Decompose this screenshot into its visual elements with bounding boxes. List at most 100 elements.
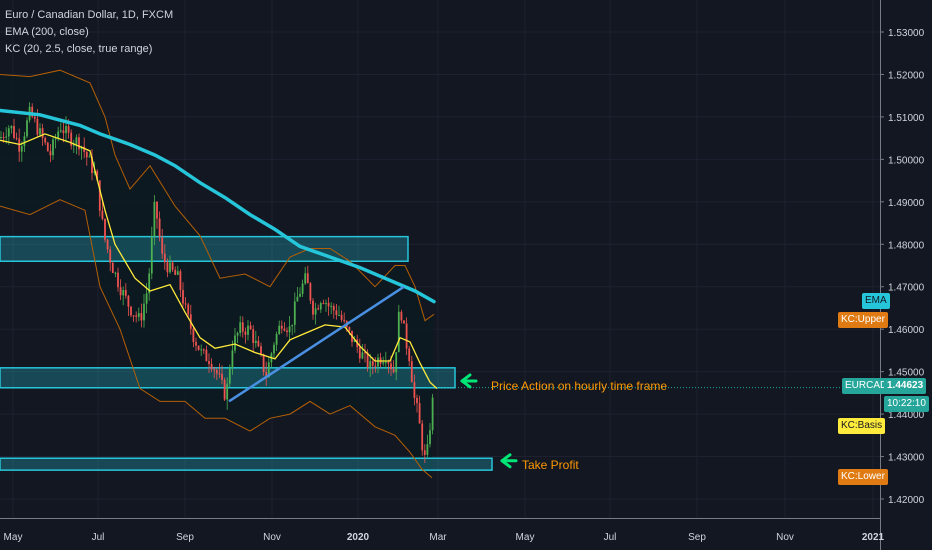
price-action-note: Price Action on hourly time frame — [491, 379, 668, 393]
x-tick-label-7: Jul — [604, 532, 617, 543]
candle — [148, 268, 151, 301]
candle-body — [288, 326, 291, 333]
candle-body — [65, 126, 67, 134]
candle-body — [176, 271, 179, 275]
candle — [171, 260, 174, 273]
candle — [273, 342, 275, 360]
candle-body — [348, 327, 351, 331]
candle — [202, 348, 205, 354]
candle — [338, 305, 340, 317]
candle-body — [364, 352, 366, 354]
candle-body — [416, 397, 418, 404]
candle-body — [278, 325, 281, 334]
candle-body — [260, 346, 262, 355]
candle-body — [325, 302, 327, 304]
candle — [179, 269, 182, 298]
candle-body — [273, 344, 275, 354]
candle — [132, 315, 135, 322]
candle-body — [429, 430, 431, 445]
candle-body — [96, 170, 99, 181]
candle — [106, 238, 109, 254]
y-tick-label-4: 1.49000 — [888, 198, 925, 209]
candle — [62, 122, 65, 143]
candle-body — [338, 314, 340, 316]
candle-body — [340, 314, 343, 320]
candle — [75, 134, 78, 155]
candle — [20, 141, 23, 162]
indicator-lines — [0, 69, 438, 479]
candle-body — [153, 201, 156, 237]
candle-body — [236, 333, 239, 336]
candle — [85, 150, 88, 166]
x-tick-label-3: Nov — [263, 532, 281, 543]
candle-body — [13, 126, 15, 138]
candle-body — [130, 306, 132, 316]
take-profit-note: Take Profit — [522, 458, 579, 472]
candle — [184, 297, 187, 309]
candle-body — [171, 262, 174, 270]
candle-body — [54, 138, 57, 140]
candle — [218, 363, 221, 378]
candle-body — [156, 201, 158, 219]
candle — [241, 316, 244, 338]
candle-body — [226, 383, 229, 400]
annotation-layer — [437, 373, 880, 469]
candle-body — [205, 349, 208, 362]
candle-body — [59, 130, 62, 132]
candle — [236, 331, 239, 344]
candle-body — [223, 379, 226, 400]
candle — [49, 143, 52, 163]
candle — [91, 148, 93, 181]
candle — [340, 310, 343, 323]
candle-body — [228, 368, 231, 384]
candle-body — [293, 301, 296, 325]
candle-body — [405, 323, 408, 349]
candle-body — [426, 444, 429, 455]
price-symbol-badge: EURCAD — [842, 378, 891, 394]
candle — [192, 326, 195, 348]
kc-basis-line — [0, 133, 438, 390]
candle — [306, 265, 309, 284]
candle — [150, 226, 153, 280]
candle-body — [332, 306, 335, 311]
candle — [213, 366, 216, 378]
candle — [374, 357, 377, 373]
candle — [88, 153, 91, 158]
candle-body — [135, 315, 138, 317]
candle — [226, 377, 229, 410]
candle-body — [2, 137, 5, 139]
candle — [72, 139, 75, 153]
candle-body — [98, 180, 101, 211]
candle-body — [252, 329, 255, 343]
candle — [5, 127, 8, 144]
candle — [223, 377, 226, 401]
kc-upper-line — [0, 69, 435, 322]
candle-body — [280, 325, 283, 329]
candle — [44, 136, 47, 146]
candle — [101, 201, 104, 221]
candle-body — [197, 345, 200, 350]
candle — [330, 302, 333, 315]
candle-body — [265, 372, 268, 378]
candle-body — [161, 237, 164, 254]
candle-body — [140, 313, 143, 321]
candle-body — [7, 128, 10, 137]
candle-body — [15, 137, 18, 139]
candle — [130, 305, 132, 318]
kc-fill — [0, 70, 434, 478]
candle — [174, 266, 177, 276]
candle — [262, 353, 265, 376]
candle-body — [101, 210, 104, 219]
candle-body — [335, 310, 338, 315]
candle — [343, 312, 346, 324]
candle — [13, 118, 15, 140]
candle — [78, 133, 80, 156]
candle — [234, 327, 236, 354]
indicator-ema-label: EMA (200, close) — [5, 26, 89, 38]
candle — [39, 123, 41, 138]
candle-body — [218, 373, 221, 375]
candle — [239, 315, 242, 337]
candle-body — [275, 333, 278, 345]
candle — [221, 365, 223, 385]
